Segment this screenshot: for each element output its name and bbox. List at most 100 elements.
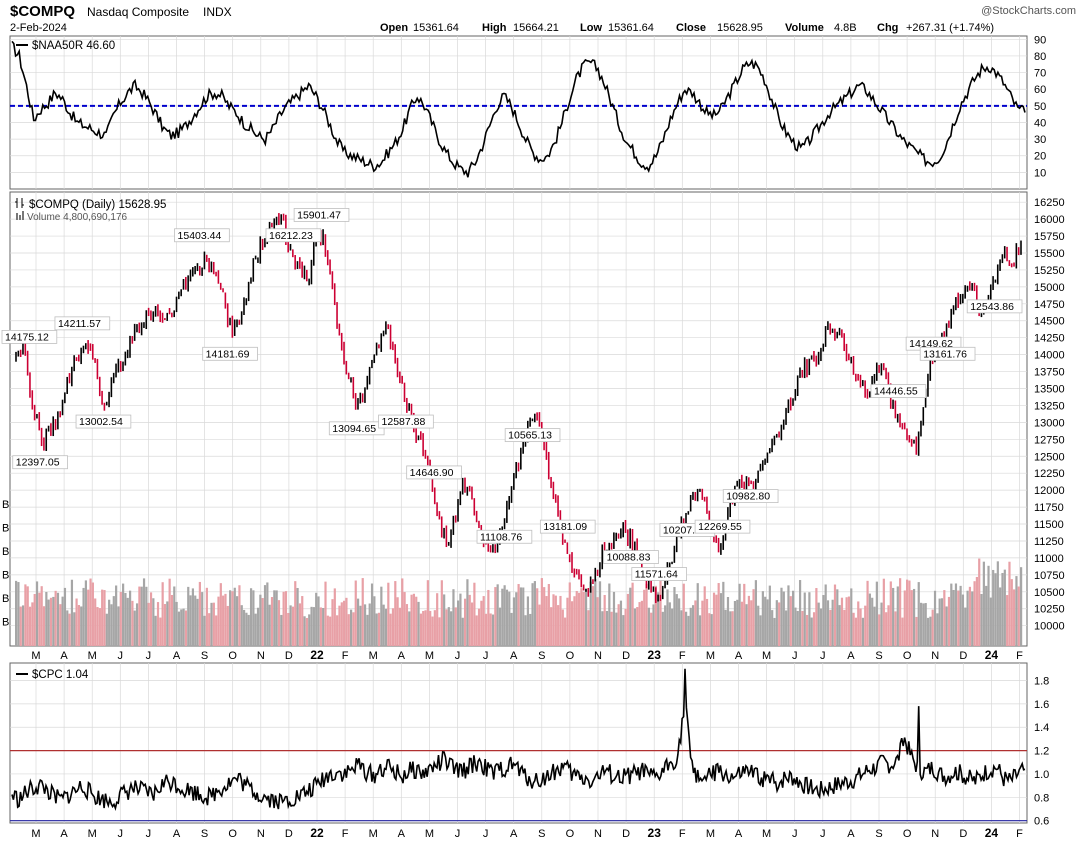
price-month-label: M xyxy=(31,650,40,662)
volume-bar xyxy=(747,595,751,646)
volume-bar xyxy=(952,590,955,646)
price-annotation: 10088.83 xyxy=(603,550,659,564)
price-month-label: J xyxy=(820,650,826,662)
volume-bar xyxy=(643,589,646,646)
annotation-box xyxy=(54,316,111,331)
volume-bar xyxy=(175,601,178,646)
volume-bar xyxy=(845,597,848,646)
exchange-label: INDX xyxy=(203,5,232,19)
price-month-label: F xyxy=(679,650,686,662)
volume-bar xyxy=(912,588,916,646)
volume-bar xyxy=(366,614,369,646)
volume-bar xyxy=(242,609,246,646)
price-annotation: 14446.55 xyxy=(870,384,927,399)
volume-bar xyxy=(259,594,262,646)
price-annotation: 13094.65 xyxy=(328,421,385,436)
volume-bar xyxy=(580,588,583,646)
volume-value: 4.8B xyxy=(834,22,857,34)
cpc-month-label: J xyxy=(483,828,489,840)
volume-bar xyxy=(277,600,281,646)
volume-bar xyxy=(405,604,409,646)
volume-bar xyxy=(454,607,457,646)
volume-bar xyxy=(652,604,655,646)
volume-bar xyxy=(726,597,730,646)
naa50r-tick-label: 40 xyxy=(1034,117,1046,129)
volume-bar xyxy=(798,580,802,646)
cpc-month-label: M xyxy=(369,828,378,840)
volume-bar xyxy=(647,607,650,646)
volume-bar xyxy=(108,599,111,646)
close-label: Close xyxy=(676,22,706,34)
naa50r-legend: $NAA50R 46.60 xyxy=(16,40,115,52)
volume-bar xyxy=(661,611,664,646)
price-annotation: 12587.88 xyxy=(378,414,434,429)
volume-bar xyxy=(901,617,904,646)
annotation-box xyxy=(12,455,68,470)
volume-bar xyxy=(98,608,101,646)
volume-bar xyxy=(557,605,560,646)
watermark: @StockCharts.com xyxy=(981,5,1076,17)
volume-bar xyxy=(705,598,709,646)
volume-bar xyxy=(17,582,20,646)
volume-bar xyxy=(343,600,346,646)
annotation-label: 13002.54 xyxy=(79,416,123,428)
volume-bar xyxy=(1006,595,1009,646)
volume-bar xyxy=(754,580,757,646)
volume-bar xyxy=(566,597,569,646)
volume-bar xyxy=(477,608,481,646)
naa50r-tick-label: 10 xyxy=(1034,167,1046,179)
volume-bar xyxy=(70,579,74,646)
volume-bar xyxy=(640,600,643,646)
volume-bar xyxy=(922,603,925,646)
volume-bar xyxy=(42,606,46,646)
volume-bar xyxy=(1017,586,1020,646)
volume-bar xyxy=(947,596,951,646)
cpc-month-label: D xyxy=(959,828,967,840)
volume-bar xyxy=(850,588,853,646)
volume-bar xyxy=(529,613,532,646)
price-annotations: 14175.12 12397.05 14211.57 13002.54 15403.44… xyxy=(1,208,1023,581)
annotation-box xyxy=(265,228,322,243)
cpc-month-label: J xyxy=(792,828,798,840)
volume-bar xyxy=(173,586,176,646)
cpc-month-label: M xyxy=(88,828,97,840)
volume-bar xyxy=(764,596,767,646)
volume-axis-label: B xyxy=(2,617,9,629)
volume-bar xyxy=(978,558,981,646)
volume-bar xyxy=(391,608,395,646)
volume-bar xyxy=(324,581,327,646)
price-month-label: M xyxy=(706,650,715,662)
price-tick-label: 12500 xyxy=(1034,451,1065,463)
volume-bar xyxy=(322,607,325,646)
volume-bar xyxy=(971,591,974,646)
volume-bar xyxy=(289,605,292,646)
volume-bar xyxy=(1001,572,1004,646)
price-tick-label: 11500 xyxy=(1034,519,1064,531)
volume-bar xyxy=(887,605,890,646)
volume-bar xyxy=(463,598,467,646)
volume-bar xyxy=(782,591,785,646)
cpc-month-label: A xyxy=(510,828,518,840)
volume-bar xyxy=(240,605,243,646)
volume-bar xyxy=(433,610,436,646)
volume-bar xyxy=(871,597,874,646)
volume-bar xyxy=(310,606,313,646)
price-annotation: 12397.05 xyxy=(12,455,68,470)
volume-bar xyxy=(410,594,413,646)
volume-bar xyxy=(992,569,995,646)
volume-bar xyxy=(752,589,755,646)
volume-bar xyxy=(540,578,543,646)
volume-bar xyxy=(961,594,965,646)
volume-bar xyxy=(838,605,841,646)
annotation-label: 11571.64 xyxy=(635,569,678,581)
volume-bar xyxy=(287,612,290,646)
price-tick-label: 11000 xyxy=(1034,553,1064,565)
price-panel-frame xyxy=(9,191,1028,647)
volume-bar xyxy=(668,602,671,646)
annotation-label: 11108.76 xyxy=(480,531,522,543)
axes: 10 20 30 40 50 60 70 80 90 10000 10250 10500 10750 11… xyxy=(2,34,1065,840)
naa50r-tick-label: 70 xyxy=(1034,68,1046,80)
volume-bar xyxy=(889,581,892,646)
annotation-label: 12269.55 xyxy=(698,521,742,533)
low-label: Low xyxy=(580,22,602,34)
